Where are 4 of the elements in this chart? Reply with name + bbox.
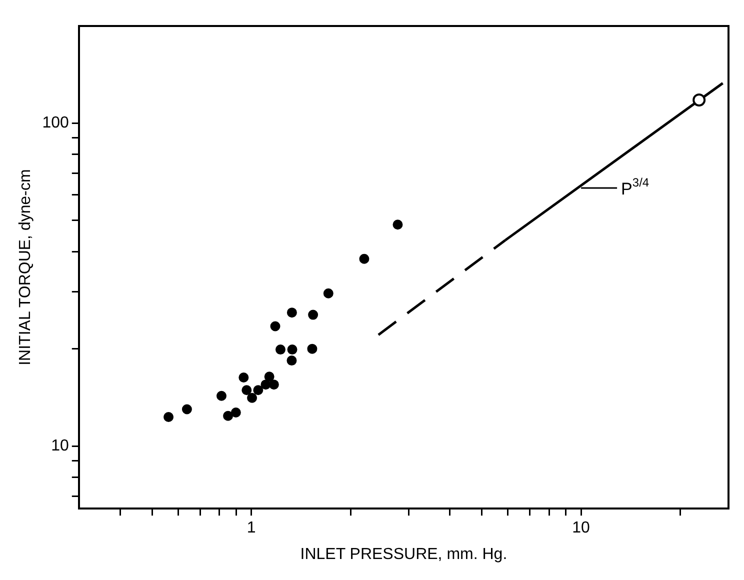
x-tick-label: 1 — [246, 520, 256, 537]
y-tick-label: 100 — [42, 114, 69, 132]
x-axis-title: INLET PRESSURE, mm. Hg. — [300, 546, 508, 563]
y-axis-title: INITIAL TORQUE, dyne-cm — [17, 169, 34, 366]
